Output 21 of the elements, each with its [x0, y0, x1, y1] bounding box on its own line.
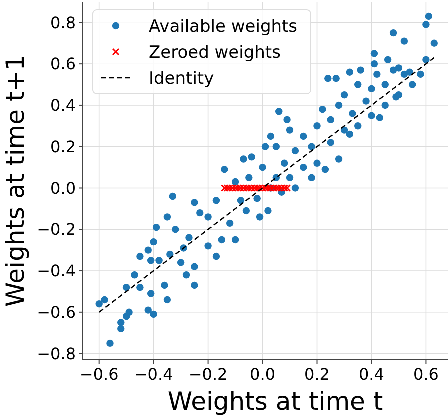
y-axis-title: Weights at time t+1	[1, 54, 30, 308]
x-tick-label: −0.4	[134, 365, 174, 384]
y-tick-label: −0.6	[37, 303, 76, 322]
legend-label: Identity	[149, 68, 214, 89]
x-tick-label: 0.2	[304, 365, 330, 384]
y-tick-label: −0.8	[37, 344, 76, 364]
x-tick-label: 0.4	[359, 365, 384, 384]
legend-label: Zeroed weights	[149, 42, 282, 63]
y-tick-label: 0.2	[50, 137, 76, 156]
x-tick-label: −0.2	[188, 365, 228, 384]
x-axis-title: Weights at time t	[168, 387, 384, 416]
y-tick-label: 0.0	[50, 178, 76, 198]
legend-label: Available weights	[149, 16, 298, 37]
y-tick-label: 0.6	[50, 54, 76, 74]
x-tick-label: −0.6	[80, 365, 119, 384]
y-tick-label: 0.8	[50, 13, 76, 32]
y-tick-label: 0.4	[50, 96, 76, 116]
y-tick-label: −0.2	[37, 220, 76, 240]
y-tick-label: −0.4	[37, 262, 76, 281]
x-tick-label: 0.6	[413, 365, 439, 384]
x-tick-label: 0.0	[250, 365, 276, 384]
